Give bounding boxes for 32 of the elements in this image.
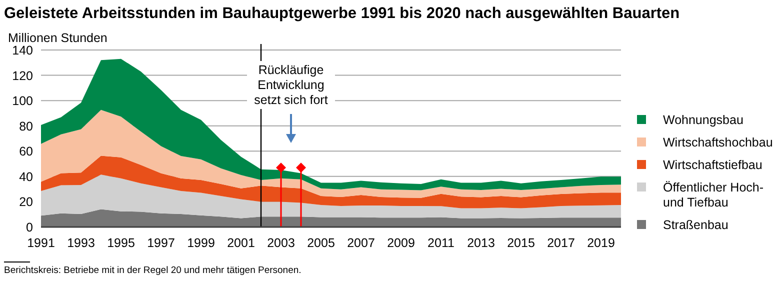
x-tick-label: 2005 — [307, 236, 335, 250]
x-tick-label: 1991 — [27, 236, 55, 250]
y-tick-label: 0 — [26, 220, 34, 234]
x-tick-label: 1993 — [67, 236, 95, 250]
x-tick-label: 2009 — [387, 236, 415, 250]
y-axis-title: Millionen Stunden — [8, 31, 108, 45]
legend-label: Wirtschaftshochbau — [663, 136, 773, 150]
legend-label: Wirtschaftstiefbau — [663, 158, 762, 172]
chart-title: Geleistete Arbeitsstunden im Bauhauptgewerbe 1991 bis 2020 nach ausgewählten Bauarten — [4, 5, 680, 22]
y-tick-label: 60 — [19, 144, 34, 159]
y-tick-label: 80 — [19, 119, 34, 134]
legend-label: Wohnungsbau — [663, 113, 744, 127]
x-tick-label: 1995 — [107, 236, 135, 250]
x-tick-label: 2003 — [267, 236, 295, 250]
y-tick-label: 40 — [19, 170, 34, 184]
y-tick-label: 120 — [12, 68, 34, 83]
legend-label: Straßenbau — [663, 218, 728, 232]
y-tick-label: 140 — [12, 44, 34, 58]
text: Berichtskreis: Betriebe mit in der Regel 20 und mehr tätigen Personen. — [4, 265, 302, 276]
x-tick-label: 2019 — [587, 236, 615, 250]
x-tick-label: 2011 — [428, 236, 454, 250]
x-tick-label: 1997 — [147, 236, 175, 250]
x-tick-label: 2001 — [227, 236, 255, 250]
y-tick-label: 100 — [12, 94, 34, 108]
legend-label: Öffentlicher Hoch- und Tiefbau — [663, 180, 764, 210]
x-tick-label: 2017 — [547, 236, 575, 250]
x-tick-label: 2013 — [467, 236, 495, 250]
ref-line-label: Rückläufige Entwicklung setzt sich fort — [254, 63, 328, 107]
y-tick-label: 20 — [19, 195, 34, 210]
x-tick-label: 1999 — [187, 236, 215, 250]
x-tick-label: 2007 — [347, 236, 375, 250]
x-tick-label: 2015 — [507, 236, 535, 250]
